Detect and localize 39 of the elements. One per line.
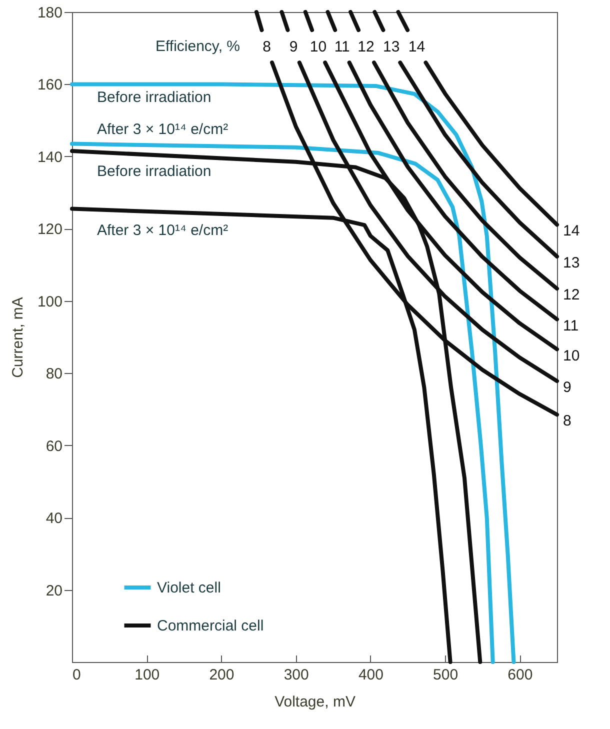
x-tick-label: 600 (508, 666, 533, 684)
series-label: 11 (563, 317, 579, 334)
legend-label: Commercial cell (157, 618, 264, 634)
series-label: 13 (563, 254, 580, 272)
y-tick-label: 80 (46, 366, 62, 383)
text: 9 (289, 38, 298, 56)
y-tick-label: 180 (37, 4, 62, 22)
text: 14 (408, 38, 426, 56)
text: 13 (383, 38, 400, 56)
annotation: After 3 × 10¹⁴ e/cm² (97, 222, 228, 239)
text: 8 (262, 38, 271, 56)
series-label: 9 (563, 379, 572, 396)
legend-label: Violet cell (157, 580, 221, 596)
x-tick-label: 200 (209, 666, 234, 684)
annotation: After 3 × 10¹⁴ e/cm² (97, 121, 228, 138)
y-tick-label: 100 (37, 293, 62, 310)
x-tick-label: 0 (72, 666, 81, 684)
y-tick-label: 160 (37, 76, 62, 94)
series-label: 14 (563, 222, 580, 240)
y-tick-label: 60 (46, 438, 62, 455)
series-label: 8 (563, 412, 572, 430)
text: 11 (334, 38, 350, 56)
x-axis-title: Voltage, mV (274, 694, 356, 710)
annotation: Before irradiation (97, 163, 212, 180)
y-tick-label: 120 (37, 221, 62, 238)
x-tick-label: 500 (433, 666, 458, 684)
annotation: Efficiency, % (156, 38, 240, 55)
series-label: 12 (563, 286, 580, 304)
text: 10 (310, 38, 327, 56)
annotation: Before irradiation (97, 89, 212, 106)
y-tick-label: 40 (46, 510, 62, 528)
y-tick-label: 140 (37, 148, 62, 166)
x-tick-label: 400 (358, 666, 384, 684)
text: 12 (358, 38, 374, 56)
y-axis-title: Current, mA (9, 297, 26, 378)
series-label: 10 (563, 347, 580, 364)
x-tick-label: 300 (284, 666, 309, 684)
y-tick-label: 20 (46, 582, 62, 600)
x-tick-label: 100 (134, 666, 160, 684)
